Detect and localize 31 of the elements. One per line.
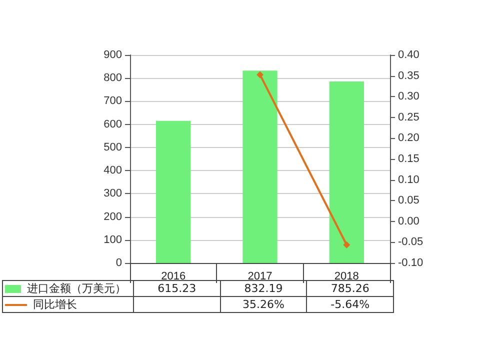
data-label: 832.19: [220, 280, 307, 296]
y2-tick-label: 0.10: [398, 174, 420, 186]
data-label: 35.26%: [220, 296, 307, 312]
x-tick-label: 2016: [161, 270, 186, 282]
y-tick-label: 600: [104, 118, 122, 130]
y2-tick-label: 0.30: [398, 90, 420, 103]
y-tick-label: 900: [104, 49, 122, 61]
y-tick-label: 400: [104, 164, 122, 177]
y2-tick-label: -0.10: [398, 257, 424, 269]
y2-tick-label: 0.20: [398, 132, 420, 144]
y-tick-label: 800: [104, 72, 122, 84]
y2-tick-label: 0.40: [398, 49, 420, 61]
data-label: -5.64%: [306, 296, 394, 312]
data-label: 615.23: [134, 280, 220, 296]
y2-tick-label: 0.05: [398, 194, 420, 207]
x-tick-label: 2018: [334, 270, 359, 282]
y2-tick-label: 0.35: [398, 70, 420, 82]
y-tick-label: 100: [104, 234, 122, 246]
y2-tick-label: -0.05: [398, 236, 424, 248]
y2-tick-label: 0.25: [398, 111, 420, 124]
legend-label: 进口金额（万美元）: [2, 280, 134, 296]
y2-tick-label: 0.15: [398, 153, 420, 165]
y2-tick-label: 0.00: [398, 215, 420, 228]
y-tick-label: 700: [104, 95, 122, 108]
x-tick-label: 2017: [248, 270, 272, 282]
y-tick-label: 0: [116, 257, 122, 269]
y-tick-label: 200: [104, 210, 122, 223]
y-tick-label: 500: [104, 141, 122, 154]
data-label: 785.26: [306, 280, 394, 296]
legend-label: 同比增长: [2, 296, 134, 312]
y-tick-label: 300: [104, 188, 122, 200]
